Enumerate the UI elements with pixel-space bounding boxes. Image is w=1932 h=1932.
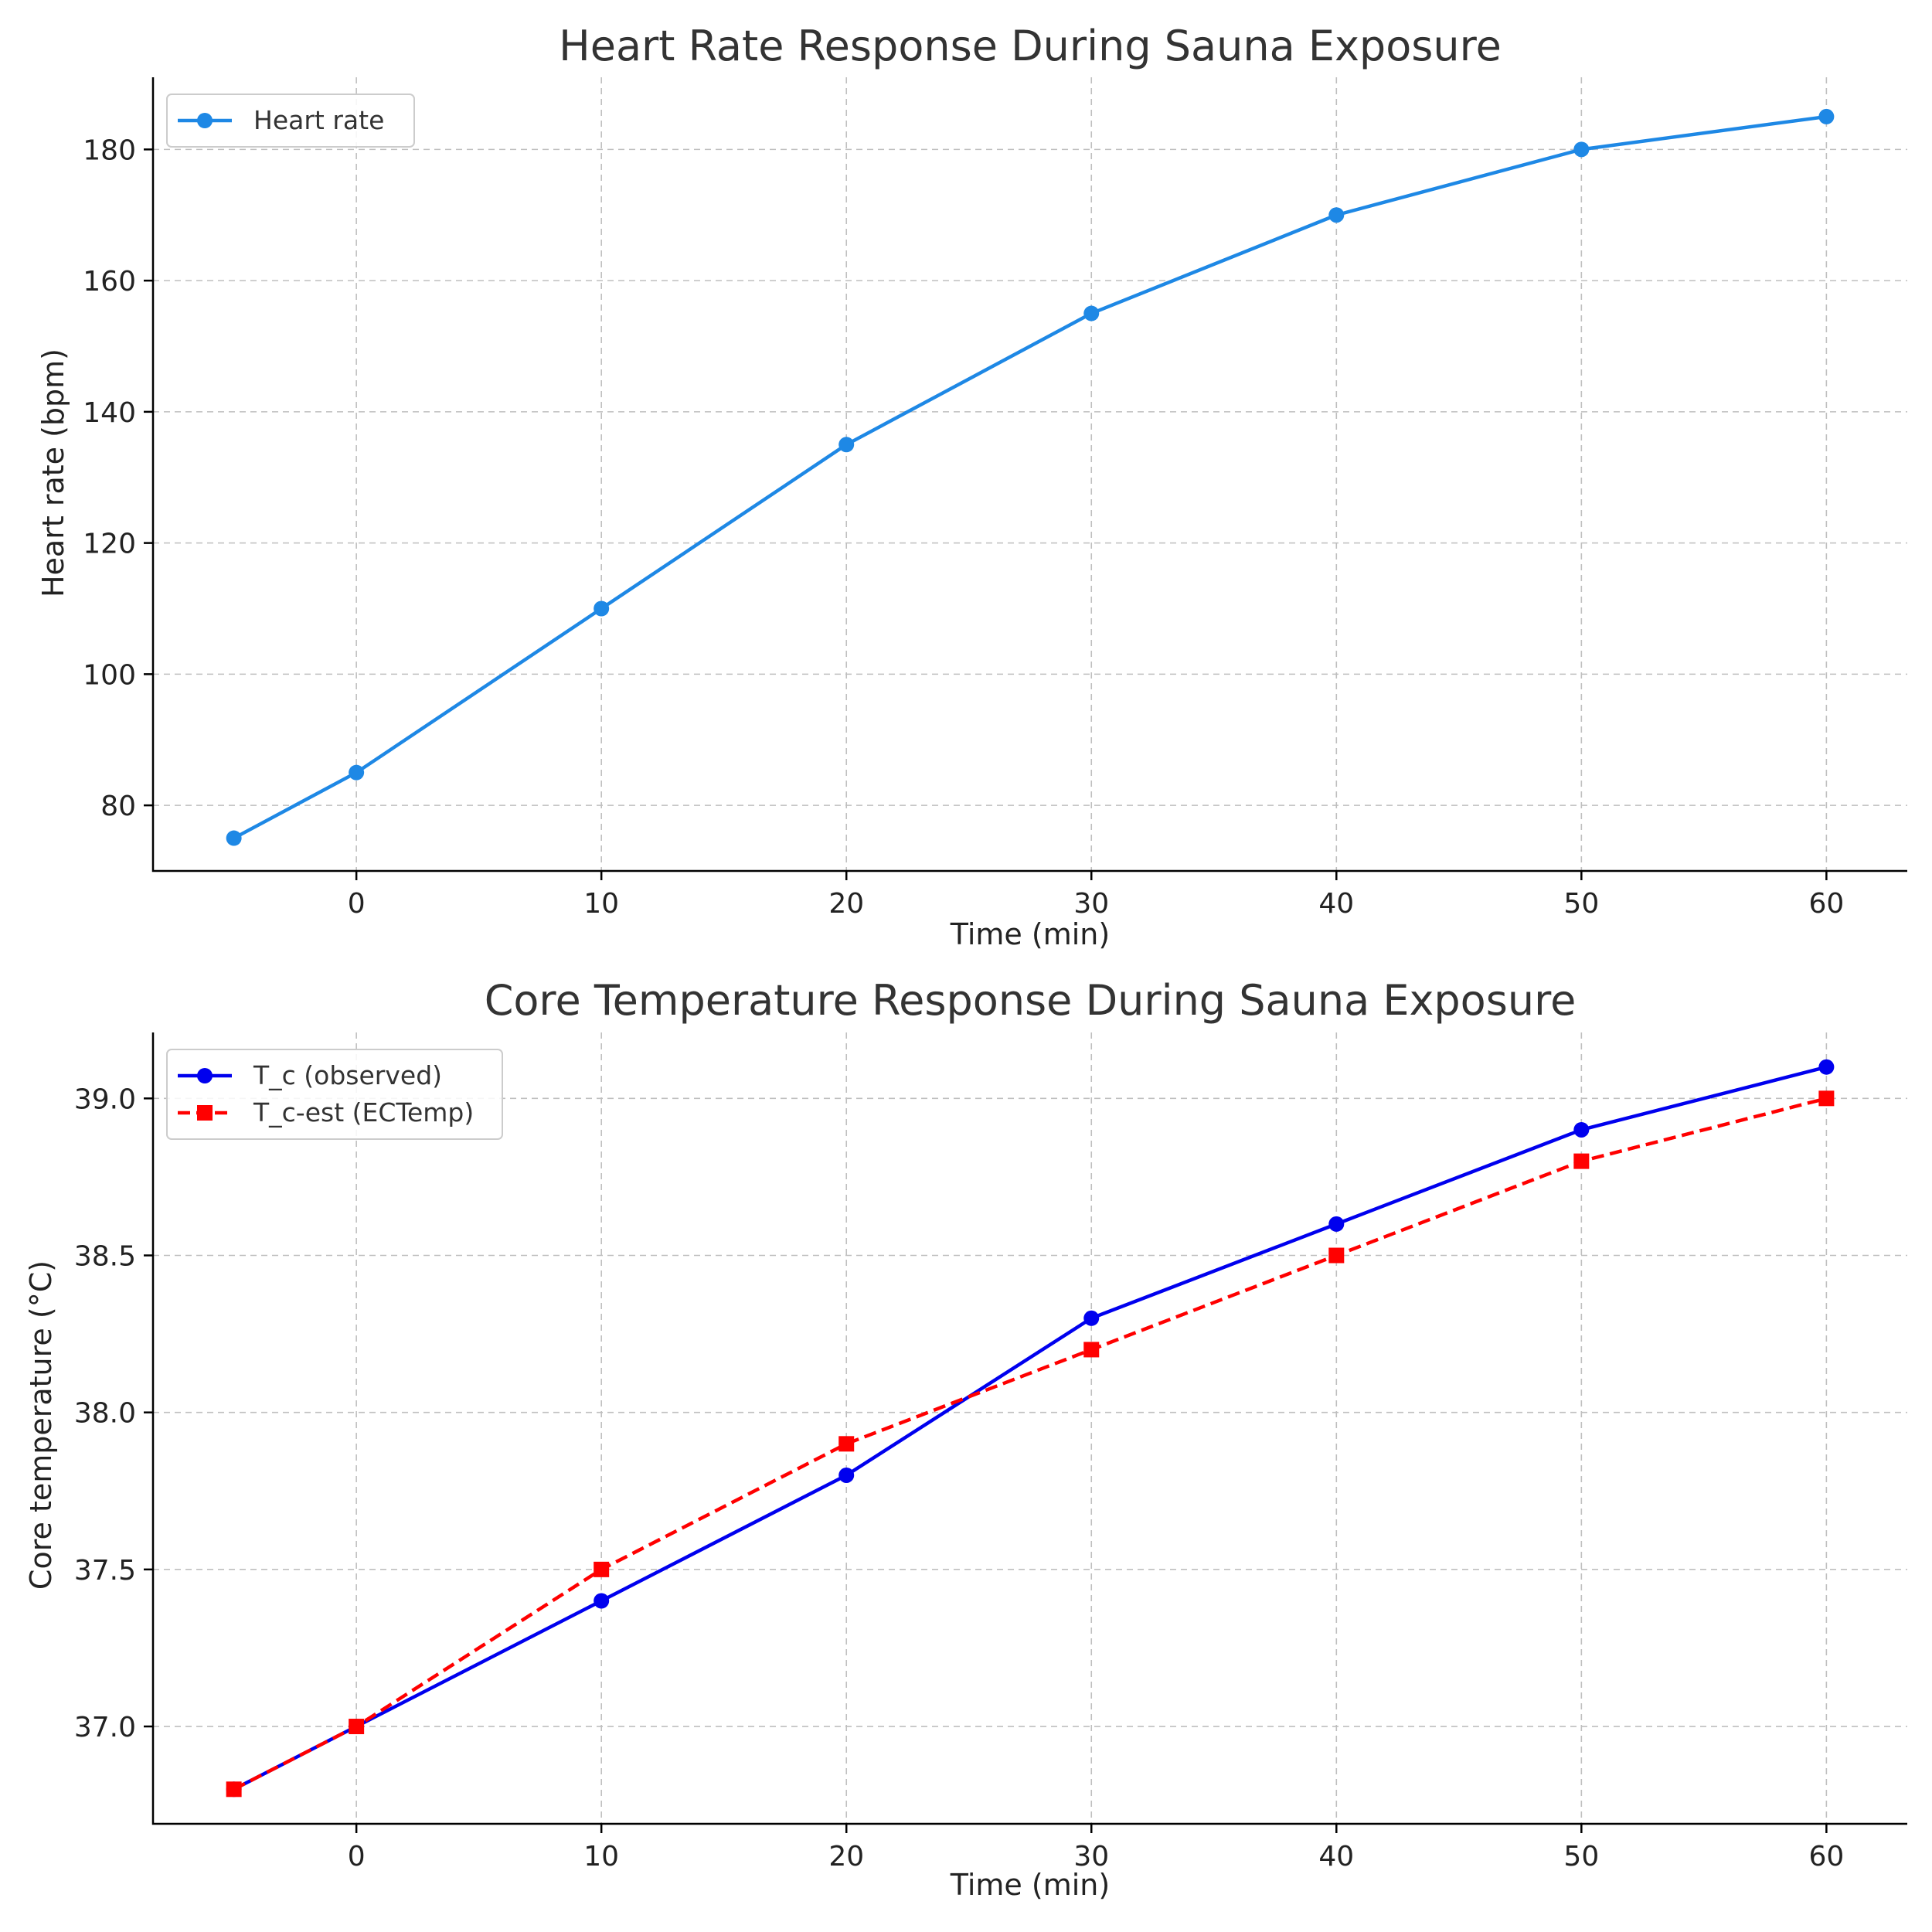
- y-tick-label: 80: [100, 791, 136, 822]
- data-point: [1818, 1059, 1835, 1075]
- legend-label: Heart rate: [253, 105, 384, 135]
- data-point: [1573, 141, 1590, 158]
- grid: [153, 1032, 1907, 1824]
- grid: [153, 77, 1907, 871]
- data-point: [1328, 207, 1345, 223]
- chart-title: Heart Rate Response During Sauna Exposur…: [559, 22, 1502, 70]
- data-point: [1083, 1342, 1100, 1358]
- x-tick-label: 40: [1318, 1841, 1354, 1872]
- data-point: [1328, 1216, 1345, 1232]
- data-point: [226, 1781, 242, 1798]
- series-t-c-est-ectemp: [226, 1090, 1835, 1798]
- x-tick-label: 0: [348, 888, 366, 920]
- x-tick-label: 30: [1073, 888, 1109, 920]
- data-point: [1328, 1247, 1345, 1264]
- y-axis-label: Heart rate (bpm): [36, 349, 70, 597]
- legend-label: T_c-est (ECTemp): [253, 1097, 474, 1128]
- data-point: [838, 1436, 855, 1452]
- data-point: [1573, 1153, 1590, 1169]
- data-point: [349, 1719, 365, 1735]
- x-tick-label: 10: [583, 1841, 619, 1872]
- x-axis-label: Time (min): [950, 1868, 1110, 1902]
- y-tick-label: 100: [83, 659, 136, 691]
- x-tick-label: 60: [1808, 888, 1844, 920]
- x-tick-label: 50: [1563, 1841, 1599, 1872]
- y-tick-label: 120: [83, 529, 136, 560]
- x-tick-label: 30: [1073, 1841, 1109, 1872]
- legend-marker: [197, 113, 213, 128]
- series-line: [233, 114, 1827, 840]
- legend-item: T_c (observed): [178, 1060, 442, 1090]
- data-point: [1083, 305, 1100, 321]
- chart-title: Core Temperature Response During Sauna E…: [485, 976, 1577, 1025]
- x-tick-label: 0: [348, 1841, 366, 1872]
- legend: T_c (observed) T_c-est (ECTemp): [166, 1049, 503, 1140]
- legend-item: T_c-est (ECTemp): [178, 1097, 474, 1128]
- x-tick-label: 10: [583, 888, 619, 920]
- legend-box: [166, 1049, 503, 1140]
- data-point: [594, 600, 610, 617]
- axis-spines: [151, 1032, 1907, 1825]
- data-point: [226, 830, 242, 846]
- legend-item: Heart rate: [178, 105, 384, 135]
- y-tick-label: 140: [83, 397, 136, 429]
- core-temperature-chart: Core Temperature Response During Sauna E…: [24, 976, 1907, 1902]
- y-tick-label: 37.5: [74, 1555, 136, 1587]
- legend-marker: [197, 1105, 213, 1121]
- x-tick-label: 50: [1563, 888, 1599, 920]
- data-point: [1818, 108, 1835, 124]
- series-heart-rate: [226, 108, 1835, 846]
- heart-rate-chart: Heart Rate Response During Sauna Exposur…: [36, 22, 1907, 951]
- legend-marker: [197, 1068, 213, 1083]
- legend: Heart rate: [166, 94, 415, 148]
- data-point: [594, 1593, 610, 1609]
- data-point: [838, 437, 855, 453]
- y-tick-label: 38.5: [74, 1241, 136, 1273]
- y-tick-label: 37.0: [74, 1712, 136, 1743]
- data-point: [1573, 1121, 1590, 1138]
- axis-spines: [151, 77, 1907, 872]
- data-point: [594, 1561, 610, 1577]
- legend-label: T_c (observed): [253, 1060, 442, 1090]
- series-t-c-observed: [226, 1059, 1835, 1798]
- y-tick-label: 38.0: [74, 1398, 136, 1430]
- x-axis-label: Time (min): [950, 917, 1110, 951]
- x-tick-label: 20: [828, 1841, 864, 1872]
- series-line: [233, 1065, 1827, 1791]
- data-point: [1818, 1090, 1835, 1107]
- y-axis-label: Core temperature (°C): [24, 1260, 58, 1590]
- y-tick-label: 39.0: [74, 1083, 136, 1115]
- data-point: [1083, 1310, 1100, 1326]
- series-line: [233, 1097, 1827, 1791]
- data-point: [349, 764, 365, 781]
- y-tick-label: 160: [83, 266, 136, 298]
- data-point: [838, 1467, 855, 1483]
- x-tick-label: 40: [1318, 888, 1354, 920]
- y-tick-label: 180: [83, 134, 136, 166]
- legend-box: [166, 94, 415, 148]
- x-tick-label: 20: [828, 888, 864, 920]
- x-tick-label: 60: [1808, 1841, 1844, 1872]
